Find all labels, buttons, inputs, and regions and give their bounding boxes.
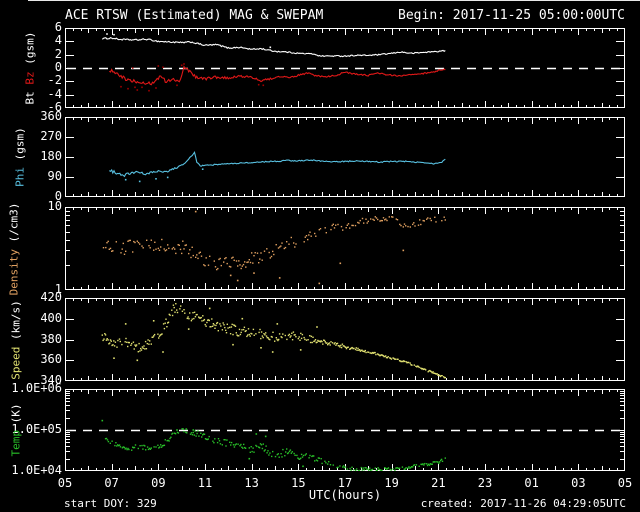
y-tick-label-bt-bz: -2 [47,73,62,88]
y-axis-title-part: (gsm) [23,31,37,65]
y-axis-title-part: Speed [9,339,23,380]
panel-phi [65,117,626,197]
panel-density [65,207,626,290]
y-tick-label-density: 10 [47,199,62,213]
panel-bt-bz [65,28,626,108]
y-tick-label-speed: 340 [40,373,62,387]
series-phi-outliers [124,168,204,183]
y-tick-label-speed: 400 [40,310,62,325]
x-tick-label: 01 [524,476,539,490]
y-axis-title-part: (km/s) [9,299,23,340]
y-tick-label-phi: 0 [54,189,62,203]
x-tick-label: 05 [57,476,73,490]
series-bz-outliers [120,63,265,92]
series-bz [109,65,446,86]
panel-density-canvas [65,207,626,290]
x-tick-label: 03 [571,476,586,490]
y-tick-label-phi: 360 [40,109,62,123]
y-axis-title-part: Bt [23,84,37,105]
series-density-outliers [194,210,405,285]
y-tick-label-speed: 380 [40,331,62,346]
series-speed [101,303,446,379]
y-tick-label-temp: 1.0E+06 [11,381,62,395]
y-tick-label-density: 1 [54,282,62,296]
series-bt-outliers [106,33,272,49]
series-temp-outliers [101,419,304,468]
series-density [102,216,446,271]
y-axis-title-bt-bz: Bt Bz (gsm) [24,32,37,105]
y-axis-title-part: (/cm3) [7,202,21,242]
plot-title: ACE RTSW (Estimated) MAG & SWEPAM [65,8,324,23]
series-bt [101,36,446,58]
panel-temp-canvas [65,389,626,472]
top-border-line [28,0,640,1]
y-tick-label-bt-bz: -6 [47,100,62,114]
y-tick-label-bt-bz: 0 [54,60,62,74]
y-axis-title-phi: Phi (gsm) [14,127,27,187]
panel-speed [65,298,626,381]
x-tick-label: 21 [431,476,446,490]
y-axis-title-part: Density [7,241,21,295]
x-tick-label: 11 [197,476,213,490]
x-tick-label: 09 [151,476,166,490]
series-temp [104,428,446,472]
created-timestamp: created: 2017-11-26 04:29:05UTC [420,497,626,510]
y-axis-title-part: (K) [9,403,23,424]
x-tick-label: 17 [337,476,353,490]
x-tick-label: 05 [617,476,633,490]
y-tick-label-bt-bz: 4 [54,33,62,48]
y-axis-title-part: (gsm) [13,127,27,161]
y-tick-label-bt-bz: 6 [54,20,62,34]
x-tick-label: 19 [384,476,399,490]
x-tick-label: 13 [244,476,259,490]
y-tick-label-temp: 1.0E+05 [11,422,62,436]
x-tick-label: 07 [104,476,119,490]
x-axis-title: UTC(hours) [308,488,382,502]
start-doy-label: start DOY: 329 [64,497,157,510]
x-tick-label: 15 [291,476,306,490]
y-axis-title-speed: Speed (km/s) [10,300,23,380]
panel-phi-canvas [65,117,626,197]
y-tick-label-temp: 1.0E+04 [11,463,62,477]
y-axis-title-part: Bz [23,64,37,85]
y-tick-label-speed: 360 [40,352,62,367]
y-tick-label-phi: 90 [47,169,62,183]
panel-temp [65,389,626,472]
y-axis-title-density: Density (/cm3) [8,202,21,295]
panel-bt-bz-canvas [65,28,626,108]
panel-speed-canvas [65,298,626,381]
y-axis-title-part: Temp [9,423,23,457]
series-phi [109,151,446,178]
y-tick-label-phi: 180 [40,149,62,163]
y-axis-title-part: Phi [13,160,27,187]
begin-timestamp: Begin: 2017-11-25 05:00:00UTC [398,8,625,23]
y-tick-label-bt-bz: -4 [47,86,62,101]
y-axis-title-temp: Temp (K) [10,404,23,457]
x-tick-label: 23 [477,476,493,490]
series-speed-outliers [113,307,318,362]
y-tick-label-phi: 270 [40,129,62,143]
y-tick-label-speed: 420 [40,290,62,304]
y-tick-label-bt-bz: 2 [54,46,62,61]
